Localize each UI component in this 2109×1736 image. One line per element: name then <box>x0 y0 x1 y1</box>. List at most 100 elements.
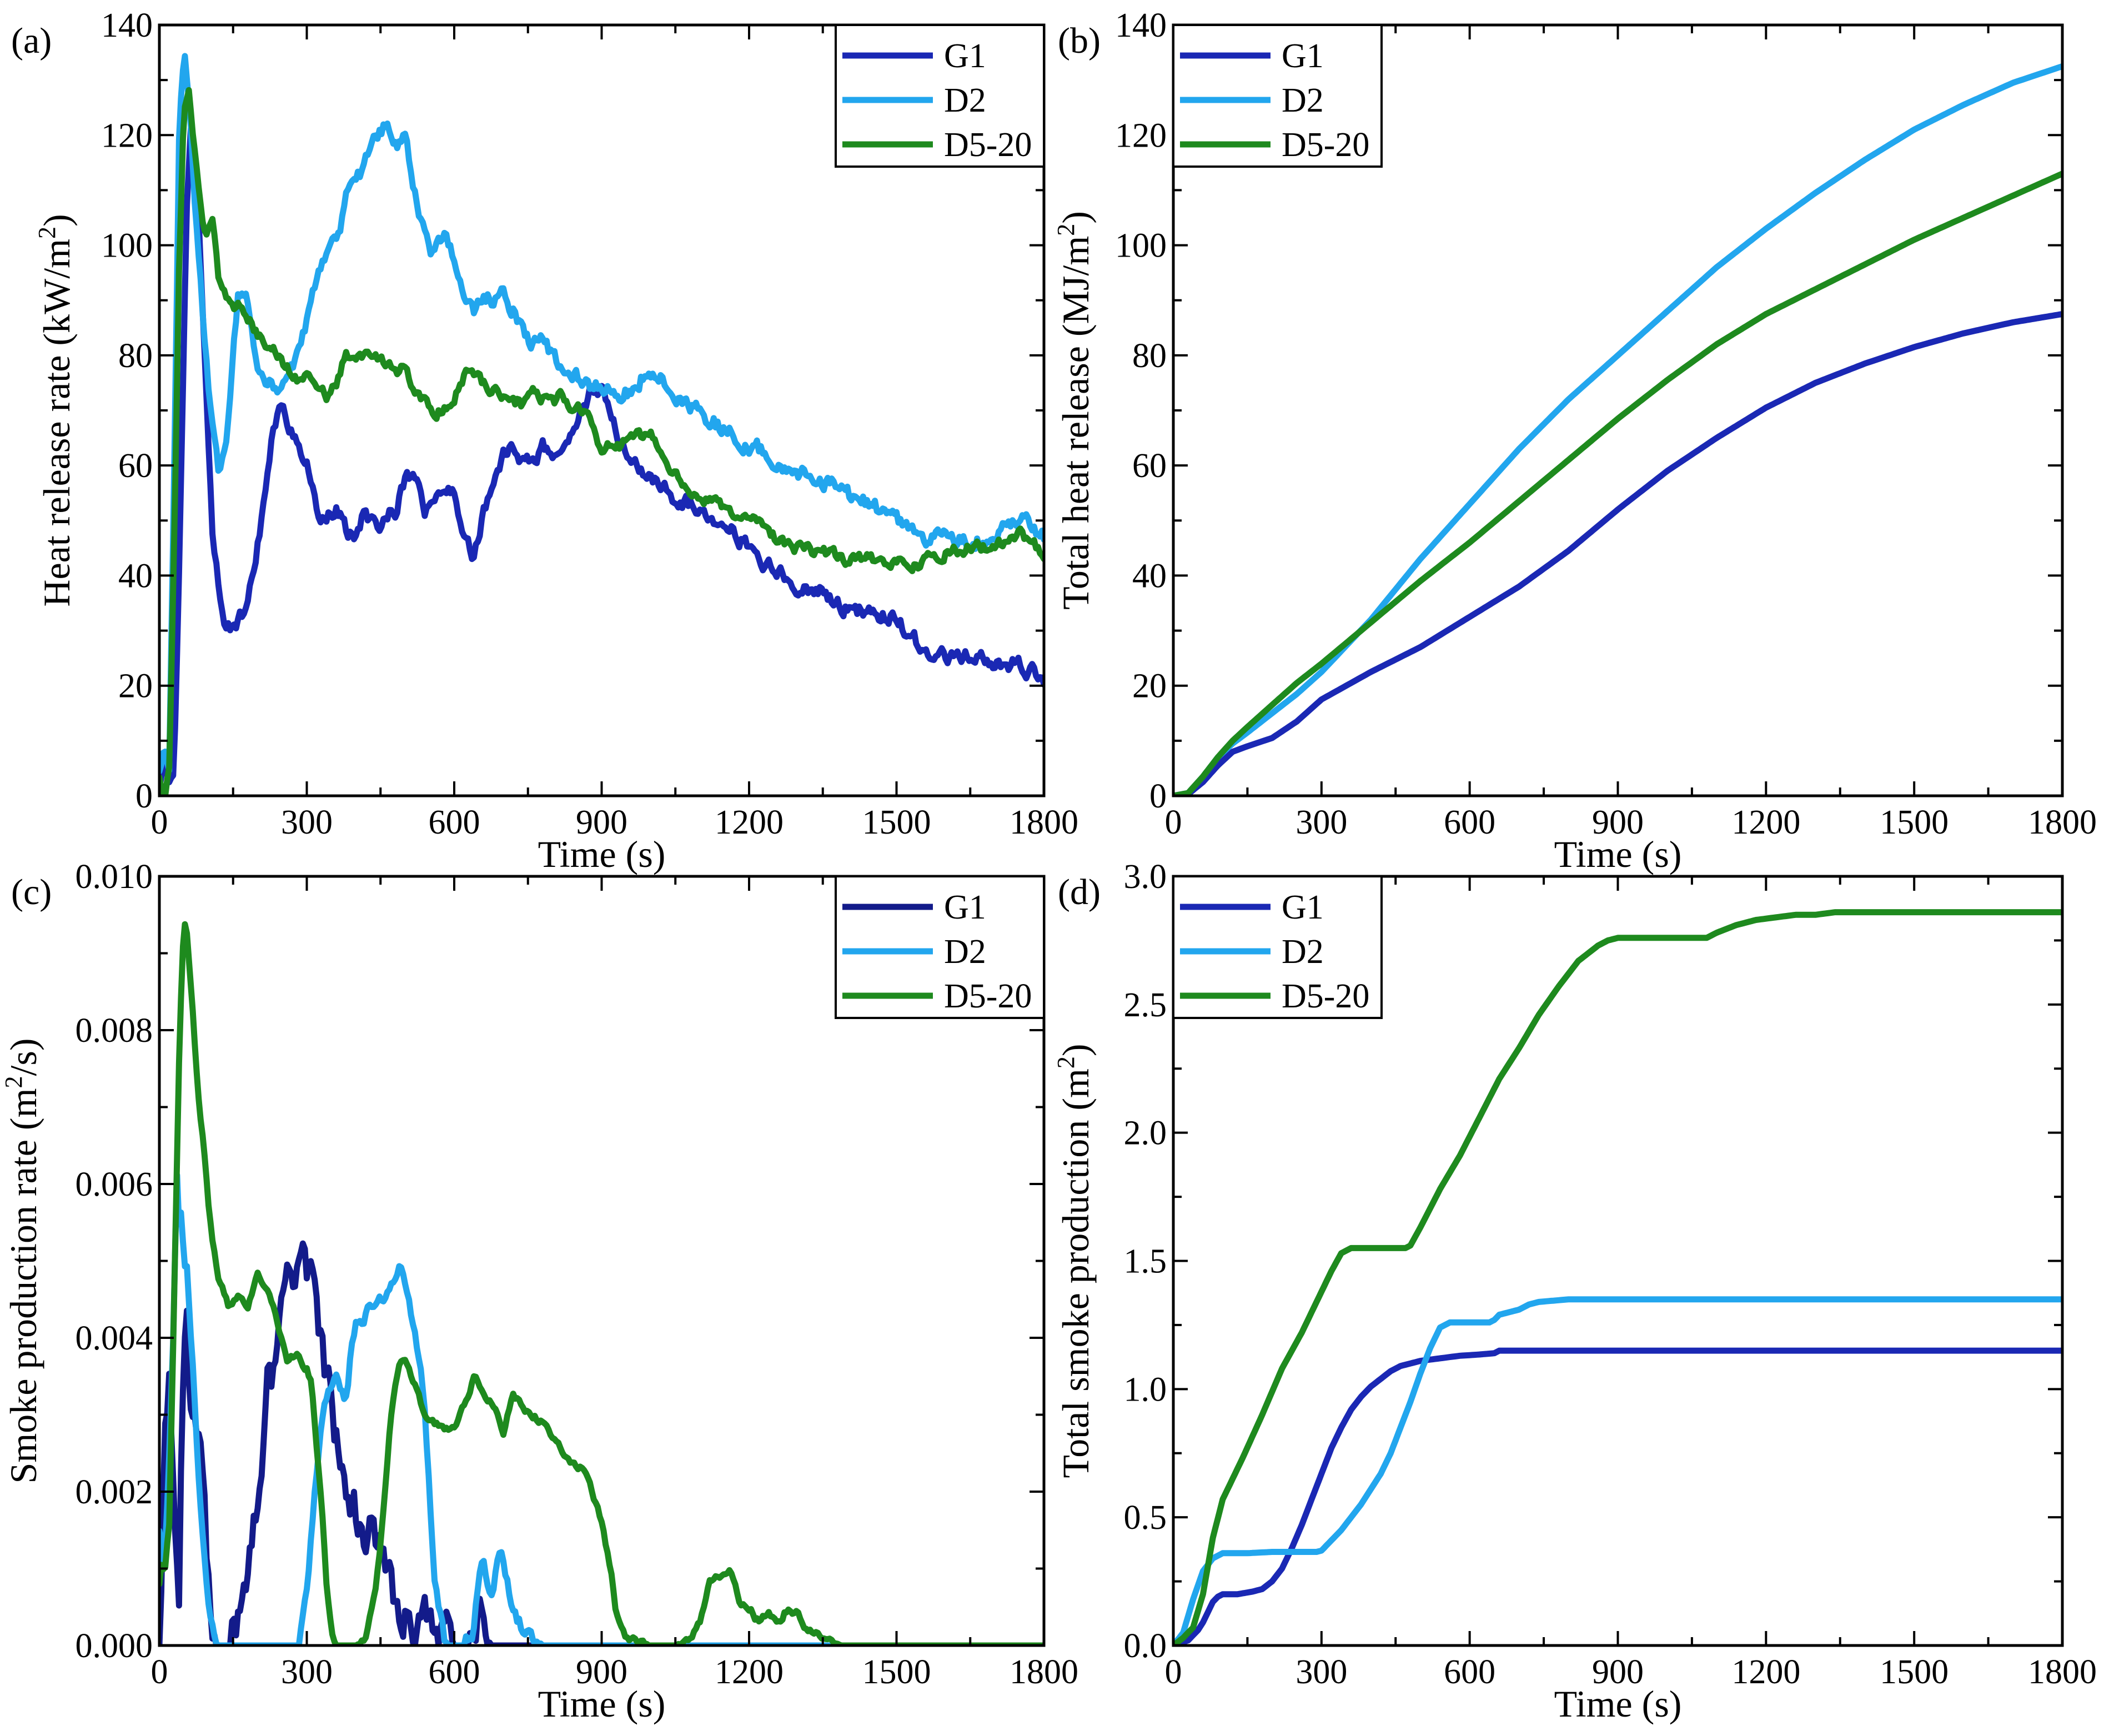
y-tick-label: 80 <box>118 337 153 375</box>
y-axis-label: Total smoke production (m2) <box>1052 1043 1097 1478</box>
x-axis-label: Time (s) <box>538 1683 666 1725</box>
series-line-d5-20 <box>159 921 1044 1645</box>
x-tick-label: 0 <box>151 804 168 841</box>
x-tick-label: 1800 <box>1010 1653 1078 1691</box>
chart-panel-2: 0 300 600 900 1200 1500 1800 0 20 40 60 80 100 120 140… <box>1052 7 2097 875</box>
x-axis-label: Time (s) <box>1554 833 1682 875</box>
legend-label: G1 <box>944 37 986 75</box>
legend: G1 D2 D5-20 <box>835 24 1045 168</box>
x-tick-label: 300 <box>281 1653 333 1691</box>
legend-label: D5-20 <box>1282 977 1369 1015</box>
y-tick-label: 140 <box>1115 7 1167 44</box>
y-axis-label: Total heat release (MJ/m2) <box>1052 211 1097 610</box>
series-line-g1 <box>1173 1347 2062 1645</box>
y-tick-label: 0.000 <box>76 1627 153 1665</box>
panel-label: (b) <box>1058 21 1101 61</box>
series-line-d5-20 <box>1173 170 2062 796</box>
y-tick-label: 1.5 <box>1124 1243 1167 1281</box>
panel-label: (a) <box>11 21 52 61</box>
chart-panel-4: 0 300 600 900 1200 1500 1800 0.0 0.5 1.0 1.5 2.0 2.5… <box>1052 858 2097 1725</box>
legend-label: G1 <box>1282 37 1324 75</box>
y-tick-label: 1.0 <box>1124 1371 1167 1408</box>
y-axis-label: Smoke production rate (m2/s) <box>0 1038 44 1484</box>
x-tick-label: 1200 <box>715 804 784 841</box>
y-tick-label: 0.008 <box>76 1012 153 1050</box>
legend-label: G1 <box>1282 889 1324 926</box>
series-line-g1 <box>159 1240 1044 1645</box>
series-line-g1 <box>159 126 1044 792</box>
series-line-d2 <box>159 53 1044 775</box>
series-line-d2 <box>1173 63 2062 796</box>
x-tick-label: 900 <box>576 1653 627 1691</box>
x-tick-label: 0 <box>151 1653 168 1691</box>
x-tick-label: 1200 <box>1731 804 1800 841</box>
x-tick-label: 300 <box>1295 1653 1347 1691</box>
y-tick-label: 0.002 <box>76 1473 153 1511</box>
y-tick-label: 100 <box>101 227 153 265</box>
series-line-d5-20 <box>1173 909 2062 1645</box>
x-tick-label: 0 <box>1165 804 1182 841</box>
x-tick-label: 1200 <box>1731 1653 1800 1691</box>
legend-label: D2 <box>944 82 986 119</box>
y-tick-label: 80 <box>1132 337 1167 375</box>
y-tick-label: 0 <box>1149 777 1167 815</box>
x-tick-label: 1200 <box>715 1653 784 1691</box>
x-tick-label: 1500 <box>862 804 931 841</box>
panel-label: (c) <box>11 872 52 912</box>
legend: G1 D2 D5-20 <box>1172 24 1383 168</box>
y-tick-label: 140 <box>101 7 153 44</box>
x-tick-label: 0 <box>1165 1653 1182 1691</box>
legend-label: D5-20 <box>1282 126 1369 164</box>
x-tick-label: 300 <box>1295 804 1347 841</box>
panel-label: (d) <box>1058 872 1101 912</box>
x-tick-label: 1800 <box>2028 1653 2097 1691</box>
x-tick-label: 1500 <box>1880 1653 1949 1691</box>
x-tick-label: 1500 <box>1880 804 1949 841</box>
legend: G1 D2 D5-20 <box>1172 875 1383 1019</box>
x-tick-label: 600 <box>429 1653 480 1691</box>
x-tick-label: 300 <box>281 804 333 841</box>
series-line-d5-20 <box>159 87 1044 796</box>
x-tick-label: 600 <box>1444 804 1495 841</box>
x-tick-label: 900 <box>576 804 627 841</box>
series-line-g1 <box>1173 311 2062 796</box>
y-tick-label: 0.004 <box>76 1319 153 1357</box>
y-tick-label: 40 <box>1132 557 1167 595</box>
x-tick-label: 600 <box>1444 1653 1495 1691</box>
y-tick-label: 120 <box>101 117 153 154</box>
legend-label: D2 <box>1282 933 1324 971</box>
x-axis-label: Time (s) <box>1554 1683 1682 1725</box>
y-tick-label: 0.0 <box>1124 1627 1167 1665</box>
legend-label: D5-20 <box>944 977 1032 1015</box>
x-tick-label: 900 <box>1592 1653 1644 1691</box>
y-tick-label: 0.010 <box>76 858 153 896</box>
y-tick-label: 0.006 <box>76 1166 153 1203</box>
y-tick-label: 0 <box>135 777 153 815</box>
series-line-d2 <box>159 1172 1044 1645</box>
y-axis-label: Heat release rate (kW/m2) <box>33 214 78 606</box>
x-tick-label: 1800 <box>2028 804 2097 841</box>
y-tick-label: 3.0 <box>1124 858 1167 896</box>
y-tick-label: 60 <box>1132 447 1167 485</box>
x-tick-label: 1500 <box>862 1653 931 1691</box>
legend-label: G1 <box>944 889 986 926</box>
y-tick-label: 20 <box>118 668 153 705</box>
x-axis-label: Time (s) <box>538 833 666 875</box>
y-tick-label: 20 <box>1132 668 1167 705</box>
y-tick-label: 40 <box>118 557 153 595</box>
x-tick-label: 900 <box>1592 804 1644 841</box>
y-tick-label: 2.5 <box>1124 986 1167 1024</box>
y-tick-label: 2.0 <box>1124 1115 1167 1152</box>
y-tick-label: 0.5 <box>1124 1499 1167 1537</box>
legend-label: D2 <box>944 933 986 971</box>
y-tick-label: 120 <box>1115 117 1167 154</box>
chart-panel-1: 0 300 600 900 1200 1500 1800 0 20 40 60 80 100 120 140… <box>11 7 1078 875</box>
x-tick-label: 600 <box>429 804 480 841</box>
y-tick-label: 100 <box>1115 227 1167 265</box>
x-tick-label: 1800 <box>1010 804 1078 841</box>
legend-label: D2 <box>1282 82 1324 119</box>
series-line-d2 <box>1173 1296 2062 1645</box>
chart-panel-3: 0 300 600 900 1200 1500 1800 0.000 0.002 0.004 0.0… <box>0 858 1078 1725</box>
y-tick-label: 60 <box>118 447 153 485</box>
